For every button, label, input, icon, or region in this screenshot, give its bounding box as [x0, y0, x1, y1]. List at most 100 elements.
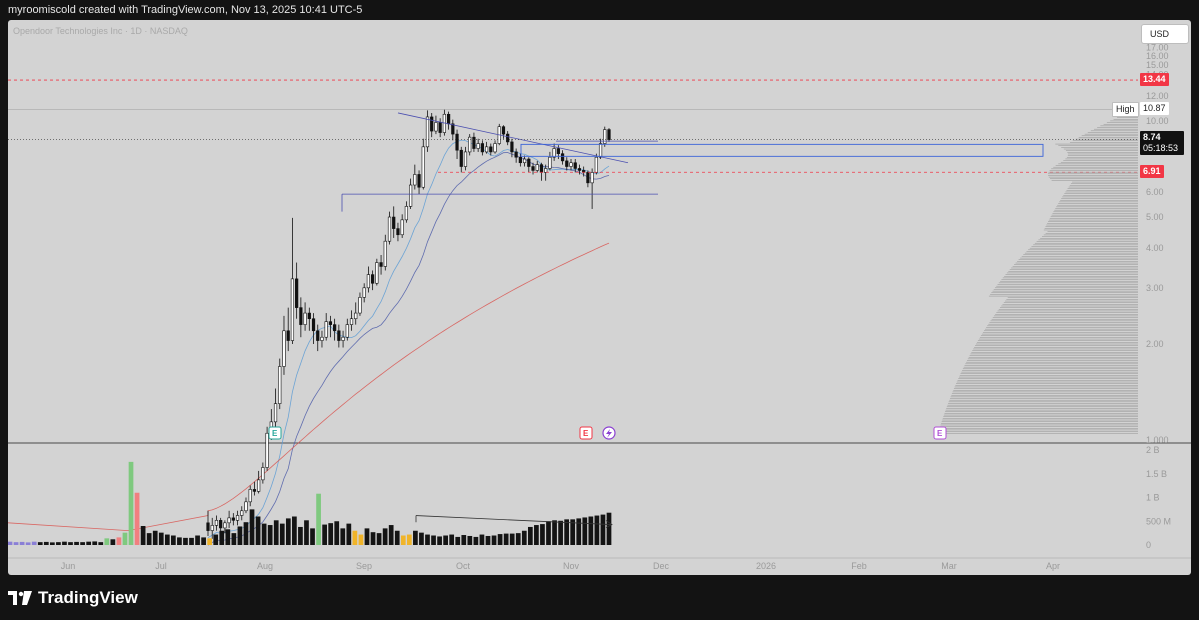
- volume-bar: [546, 521, 551, 545]
- candle: [438, 122, 442, 133]
- volume-bar: [31, 541, 37, 545]
- candle: [514, 151, 518, 158]
- price-tick-label: 2.00: [1146, 339, 1164, 349]
- volume-bar: [43, 541, 49, 545]
- volume-bar: [328, 523, 334, 545]
- moving-average-10: [207, 139, 610, 539]
- volume-bar: [322, 524, 327, 545]
- candle: [337, 330, 341, 341]
- volume-bar: [310, 528, 315, 545]
- time-axis-label: Aug: [257, 561, 273, 571]
- candle: [307, 312, 311, 320]
- volume-bar: [104, 538, 110, 545]
- candle: [354, 312, 358, 320]
- tradingview-logo-icon: [8, 591, 32, 605]
- candle: [227, 517, 231, 524]
- volume-bar: [394, 530, 400, 545]
- volume-bar: [352, 530, 358, 545]
- time-axis-label: Jul: [155, 561, 167, 571]
- volume-bar: [19, 541, 25, 545]
- volume-bar: [285, 518, 291, 545]
- candle: [569, 162, 573, 167]
- volume-bar: [534, 525, 539, 545]
- attribution-bar: myroomiscold created with TradingView.co…: [0, 0, 1199, 20]
- volume-bar: [461, 535, 467, 545]
- candle: [219, 520, 223, 529]
- volume-bar: [449, 534, 455, 545]
- candle: [518, 156, 522, 164]
- volume-bar: [56, 542, 61, 545]
- candle: [531, 166, 535, 171]
- candle: [328, 321, 333, 325]
- earnings-marker-icon[interactable]: [268, 426, 282, 440]
- candle: [320, 336, 324, 341]
- volume-bar: [570, 519, 576, 545]
- candle: [544, 168, 548, 173]
- candle: [379, 262, 383, 267]
- descending-trendline: [397, 112, 629, 164]
- volume-bar: [358, 534, 364, 545]
- volume-bar: [98, 542, 104, 545]
- earnings-marker-icon[interactable]: [933, 426, 947, 440]
- last-price-tag: 8.74 05:18:53: [1140, 130, 1184, 155]
- volume-bar: [298, 526, 303, 545]
- volume-bar: [485, 535, 491, 545]
- volume-bar: [400, 535, 406, 545]
- candle: [387, 216, 392, 242]
- candle: [598, 143, 603, 158]
- volume-bar: [122, 532, 128, 545]
- volume-bar: [37, 542, 43, 545]
- candle: [383, 240, 387, 267]
- candle: [311, 318, 316, 332]
- earnings-marker-icon[interactable]: [579, 426, 593, 440]
- chart-canvas[interactable]: 1.0002.003.004.005.006.008.009.0010.0012…: [8, 20, 1191, 575]
- volume-bar: [177, 537, 182, 545]
- candle: [286, 330, 290, 341]
- candle: [480, 143, 484, 153]
- candle: [468, 136, 472, 153]
- volume-bar: [49, 542, 55, 545]
- moving-average-20: [207, 152, 610, 546]
- currency-button[interactable]: USD: [1141, 24, 1189, 44]
- volume-bar: [171, 535, 176, 545]
- volume-bar: [231, 533, 237, 545]
- volume-tick-label: 1 B: [1146, 493, 1160, 503]
- volume-bar: [431, 535, 436, 545]
- price-tick-label: 16.00: [1146, 51, 1169, 61]
- volume-bar: [558, 520, 563, 545]
- volume-bar: [74, 541, 79, 545]
- volume-bar: [237, 526, 243, 545]
- volume-bar: [340, 528, 346, 545]
- high-label-tag: High: [1112, 102, 1139, 118]
- volume-bar: [8, 541, 13, 545]
- candle: [413, 174, 417, 186]
- candle: [295, 278, 299, 308]
- chart-panel[interactable]: 1.0002.003.004.005.006.008.009.0010.0012…: [8, 20, 1191, 575]
- candle: [290, 278, 295, 341]
- candle: [560, 153, 565, 162]
- candle: [265, 432, 269, 468]
- candle: [527, 158, 531, 167]
- volume-bar: [195, 535, 200, 545]
- time-axis-label: Feb: [851, 561, 867, 571]
- candle: [552, 148, 556, 158]
- volume-bar: [552, 520, 557, 545]
- volume-bar: [600, 514, 606, 545]
- volume-bar: [62, 541, 67, 545]
- candle: [261, 467, 265, 481]
- volume-bar: [134, 492, 140, 545]
- candle: [573, 162, 577, 169]
- candle: [299, 307, 303, 325]
- candle: [333, 324, 337, 332]
- candle: [539, 164, 544, 173]
- alert-price-tag: 13.44: [1140, 73, 1169, 87]
- attribution-text: myroomiscold created with TradingView.co…: [8, 4, 363, 16]
- candle: [430, 116, 434, 132]
- volume-bar: [201, 537, 206, 545]
- candle: [535, 164, 539, 171]
- volume-bar: [189, 537, 194, 545]
- bar-countdown: 05:18:53: [1143, 142, 1179, 153]
- candle: [425, 116, 430, 148]
- volume-bar: [279, 523, 285, 545]
- volume-bar: [406, 534, 412, 545]
